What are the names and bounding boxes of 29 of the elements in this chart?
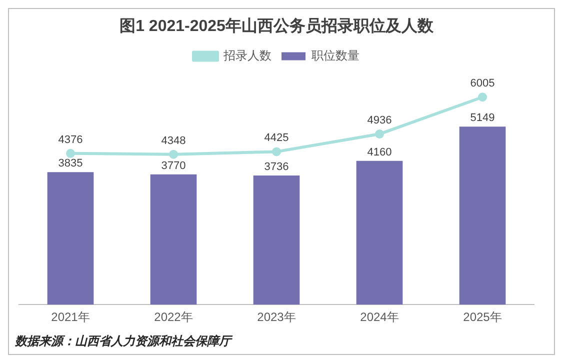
data-label: 4376 (58, 134, 83, 146)
legend-label: 职位数量 (312, 48, 360, 63)
legend-label: 招录人数 (222, 48, 272, 63)
x-tick-label: 2021年 (51, 310, 90, 324)
bar (47, 172, 94, 305)
data-label: 5149 (470, 112, 495, 124)
data-label: 6005 (470, 78, 495, 90)
x-tick-label: 2025年 (463, 310, 502, 324)
x-tick-label: 2023年 (257, 310, 296, 324)
bar (253, 176, 300, 305)
data-label: 3835 (58, 158, 83, 170)
bar (150, 174, 197, 305)
point (375, 130, 384, 139)
point (272, 147, 281, 156)
point (169, 150, 178, 159)
point (478, 92, 487, 102)
bar (356, 160, 403, 305)
data-label: 4425 (264, 132, 289, 144)
x-tick-label: 2024年 (360, 310, 399, 324)
bar (459, 126, 506, 305)
data-label: 4348 (161, 134, 186, 147)
data-label: 3770 (161, 160, 186, 172)
data-label: 4936 (367, 114, 392, 127)
point (66, 148, 75, 158)
data-label: 4160 (367, 146, 392, 158)
chart-title: 图1 2021-2025年山西公务员招录职位及人数 (120, 17, 434, 36)
data-label: 3736 (264, 161, 289, 174)
x-tick-label: 2022年 (154, 310, 193, 324)
source-note: 数据来源：山西省人力资源和社会保障厅 (15, 333, 231, 350)
